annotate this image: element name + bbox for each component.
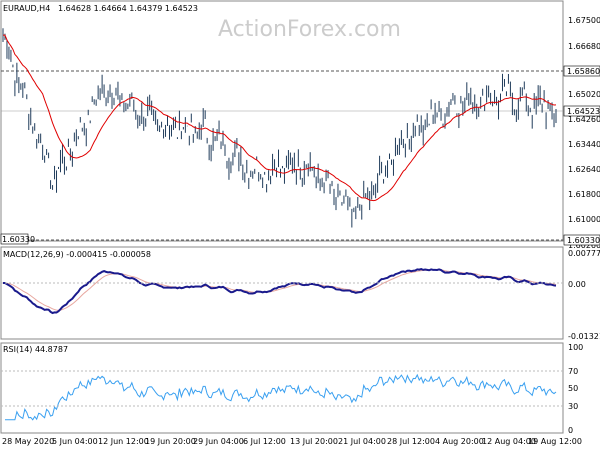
price-tick: 1.63440	[568, 140, 600, 149]
low-left-label: 1.60330	[2, 235, 35, 244]
price-tick: 1.61000	[568, 215, 600, 224]
moving-average	[2, 34, 557, 202]
time-tick: 29 Jun 04:00	[193, 437, 244, 446]
macd-lines	[2, 268, 557, 315]
time-tick: 4 Aug 20:00	[435, 437, 484, 446]
macd-signal-line	[2, 269, 557, 311]
time-tick: 28 May 2020	[2, 437, 54, 446]
low-marker-box	[563, 234, 600, 246]
time-tick: 6 Jul 12:00	[243, 437, 286, 446]
time-tick: 13 Jul 20:00	[290, 437, 338, 446]
price-tick: 1.64260	[568, 115, 600, 124]
rsi-label: RSI(14) 44.8787	[3, 345, 68, 354]
symbol-label: EURAUD,H4	[3, 4, 50, 13]
time-tick: 19 Jun 20:00	[145, 437, 196, 446]
macd-tick: 0.00	[568, 280, 586, 289]
ohlc-readout: 1.64628 1.64664 1.64379 1.64523	[58, 4, 198, 13]
watermark: ActionForex.com	[218, 17, 401, 42]
macd-panel	[0, 246, 564, 340]
time-axis: 28 May 2020 5 Jun 04:00 12 Jun 12:00 19 …	[2, 437, 582, 446]
price-tick: 1.66680	[568, 42, 600, 51]
price-tick: 1.67500	[568, 16, 600, 25]
high-marker-box	[563, 65, 600, 77]
time-tick: 12 Jun 12:00	[98, 437, 149, 446]
price-tick: 1.65020	[568, 90, 600, 99]
macd-tick: 0.007778	[568, 249, 600, 258]
macd-tick: -0.01321	[568, 332, 600, 341]
rsi-tick: 0	[568, 426, 573, 435]
time-tick: 28 Jul 12:00	[387, 437, 435, 446]
time-tick: 19 Aug 12:00	[528, 437, 582, 446]
rsi-panel	[0, 342, 564, 434]
time-tick: 21 Jul 04:00	[338, 437, 386, 446]
rsi-line	[4, 373, 557, 421]
rsi-tick: 70	[568, 367, 578, 376]
low-marker-label: 1.60330	[567, 236, 600, 245]
price-tick: 1.62640	[568, 165, 600, 174]
low-left-box	[0, 233, 29, 245]
price-tick: 1.60260	[568, 241, 600, 250]
price-tick: 1.61800	[568, 190, 600, 199]
time-tick: 12 Aug 04:00	[482, 437, 536, 446]
price-panel	[0, 0, 564, 242]
rsi-tick: 100	[568, 343, 583, 352]
macd-label: MACD(12,26,9) -0.000415 -0.000058	[3, 250, 151, 259]
ma-line	[2, 34, 557, 202]
current-price-label: 1.64523	[567, 107, 600, 116]
rsi-tick: 50	[568, 384, 578, 393]
high-marker-label: 1.65860	[567, 67, 600, 76]
rsi-tick: 30	[568, 402, 578, 411]
time-tick: 5 Jun 04:00	[52, 437, 98, 446]
current-price-box	[563, 105, 600, 117]
price-axis: 1.67500 1.66680 1.65020 1.64260 1.63440 …	[568, 16, 600, 250]
rsi-path	[4, 373, 557, 421]
price-candles	[2, 28, 557, 228]
macd-main-line	[2, 268, 557, 315]
